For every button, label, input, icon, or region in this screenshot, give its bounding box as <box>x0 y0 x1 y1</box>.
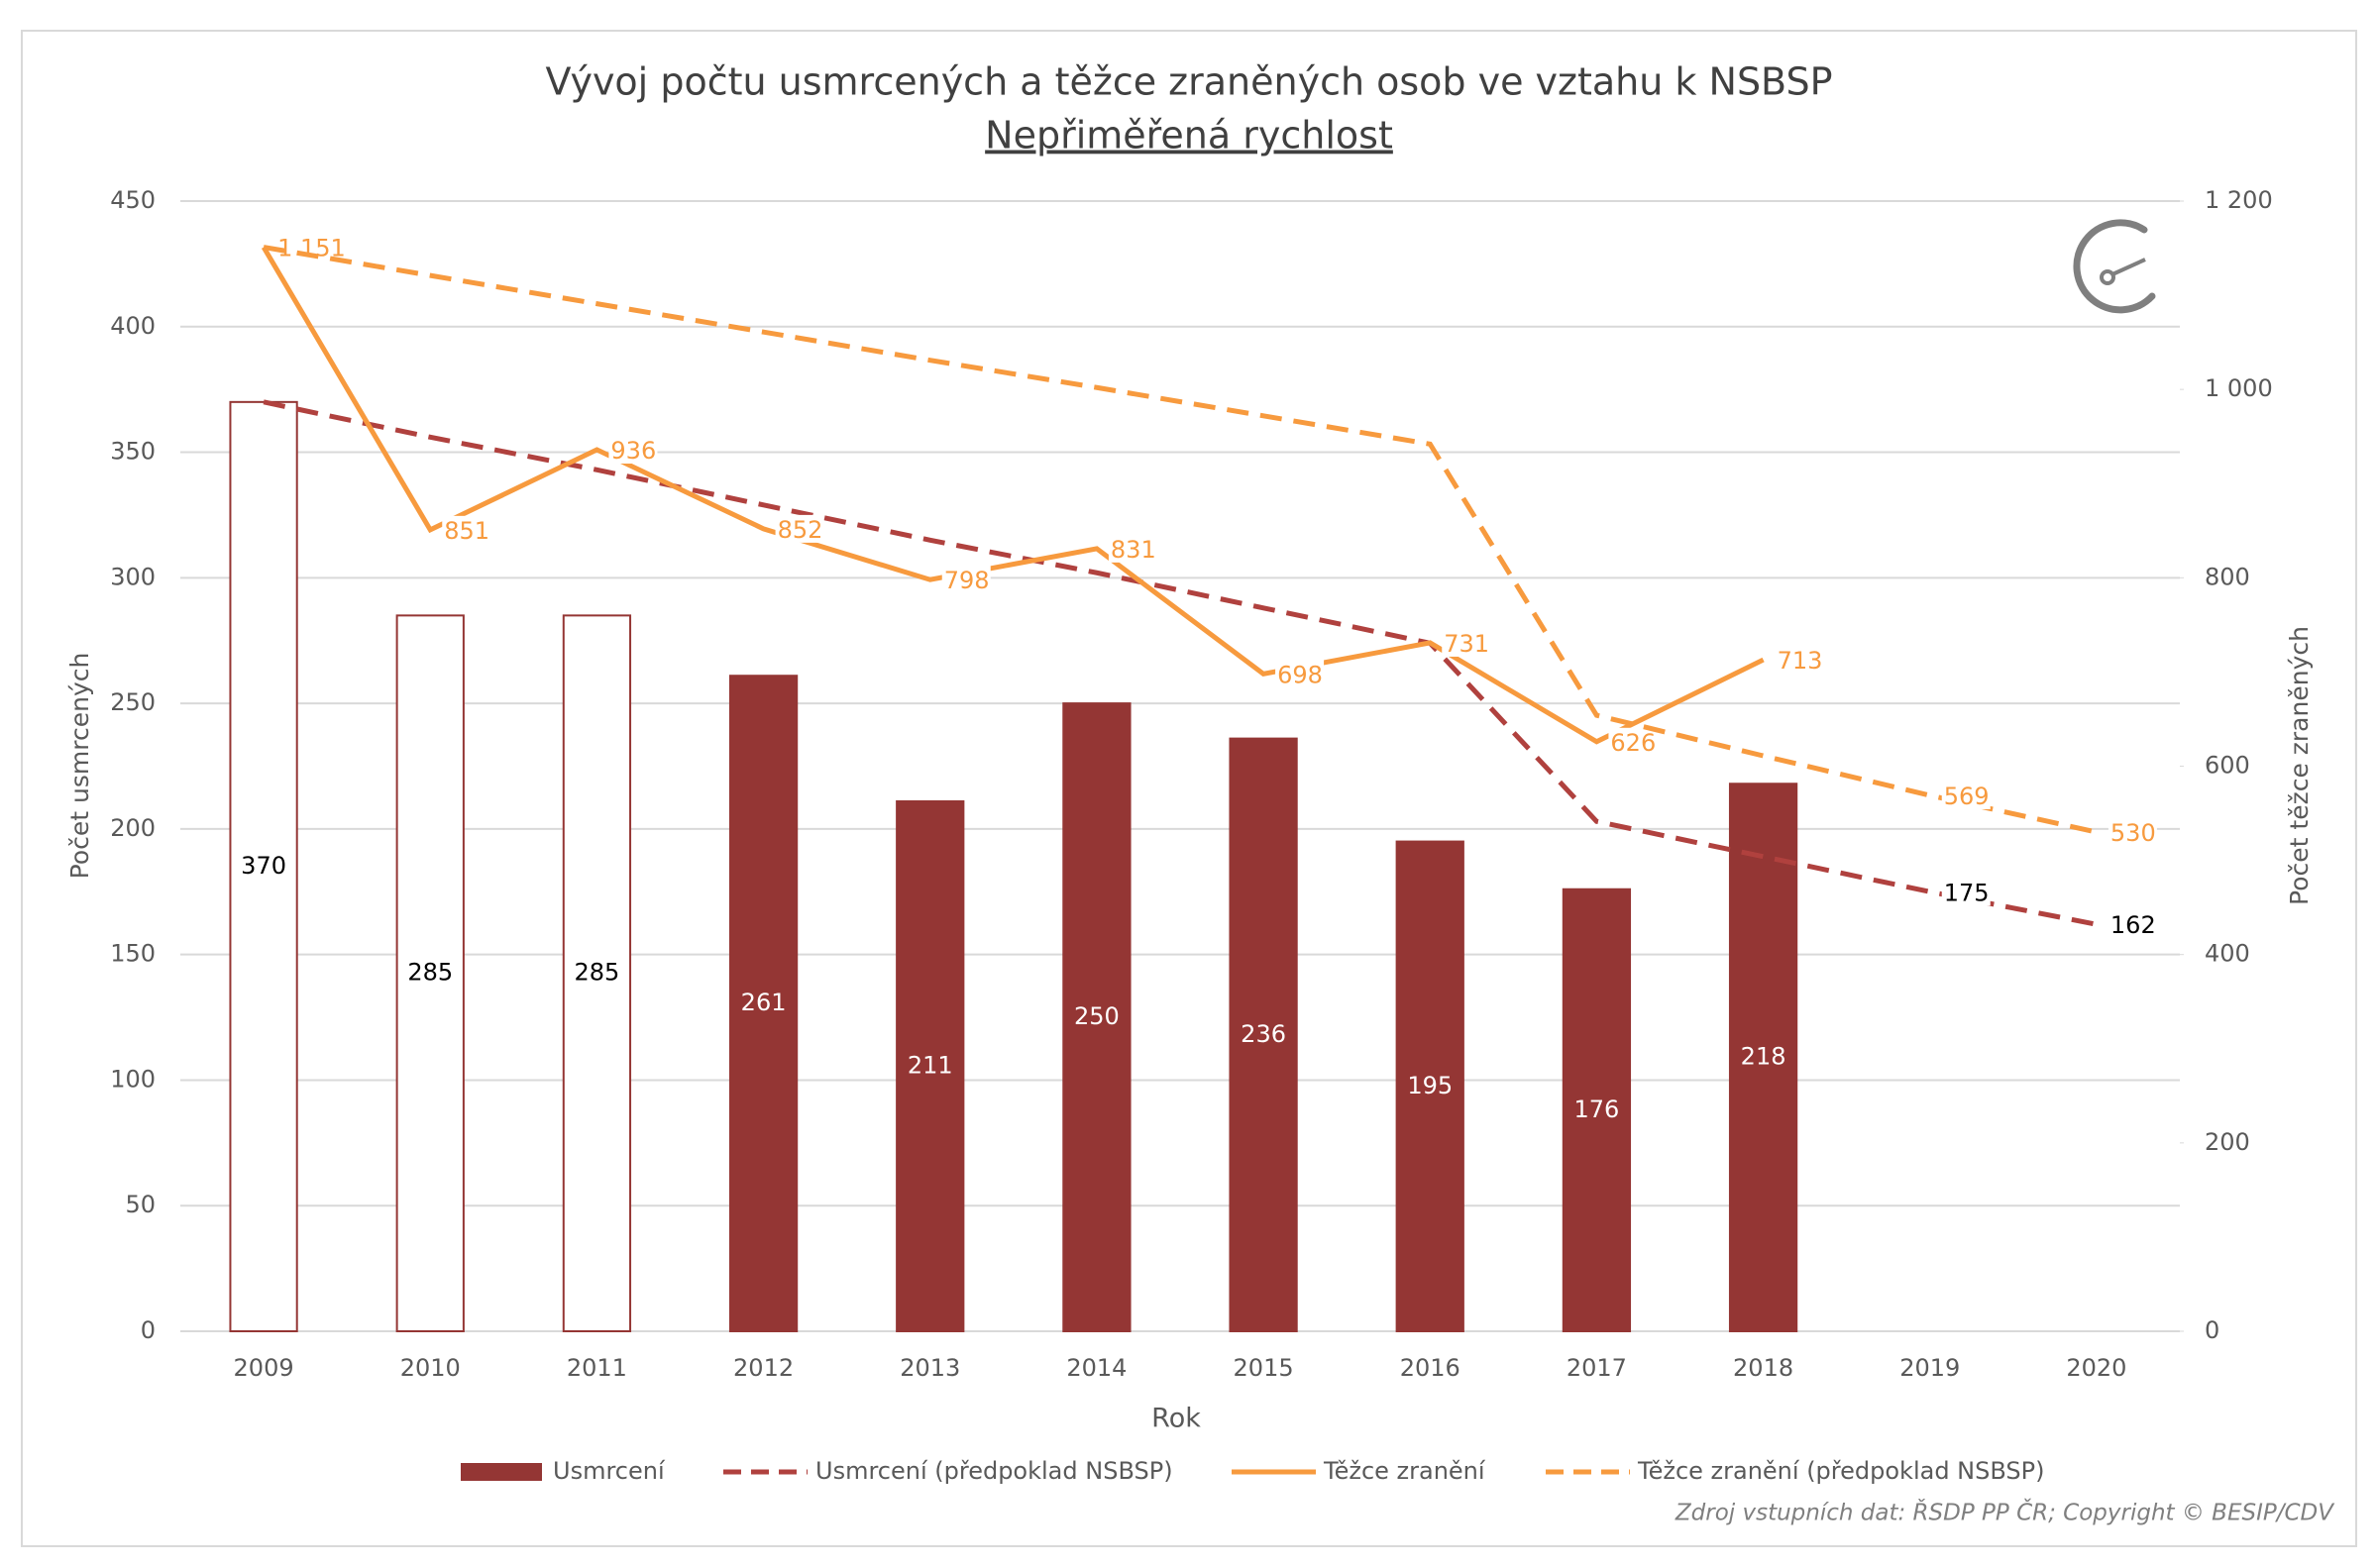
x-tick-label: 2017 <box>1567 1354 1627 1382</box>
line-value-label: 530 <box>2110 819 2156 847</box>
source-note: Zdroj vstupních dat: ŘSDP PP ČR; Copyrig… <box>1675 1499 2335 1526</box>
y2-tick-label: 200 <box>2205 1128 2250 1156</box>
bar-value-label: 261 <box>741 989 787 1016</box>
y2-tick-label: 1 000 <box>2205 374 2273 402</box>
label-bg <box>1941 781 1991 809</box>
legend-label: Těžce zranění (předpoklad NSBSP) <box>1637 1457 2044 1485</box>
x-tick-label: 2014 <box>1066 1354 1127 1382</box>
label-bg <box>1108 534 1157 563</box>
y-tick-label: 150 <box>110 940 156 968</box>
line-value-label: 852 <box>778 516 823 544</box>
legend-label: Usmrcení (předpoklad NSBSP) <box>815 1457 1173 1485</box>
line <box>263 245 2098 835</box>
label-bg <box>2108 910 2157 939</box>
x-tick-label: 2019 <box>1899 1354 1960 1382</box>
label-bg <box>1775 646 1824 675</box>
y2-axis-title: Počet těžce zraněných <box>2285 626 2314 905</box>
bar <box>1062 702 1132 1332</box>
bar-value-label: 370 <box>241 852 286 880</box>
y2-tick-label: 400 <box>2205 940 2250 968</box>
bar <box>1562 888 1632 1333</box>
bar-value-label: 285 <box>407 959 453 987</box>
line-value-label: 731 <box>1444 630 1489 658</box>
x-tick-label: 2009 <box>234 1354 294 1382</box>
line <box>261 246 1765 745</box>
legend-swatch <box>461 1463 542 1481</box>
x-tick-label: 2016 <box>1400 1354 1460 1382</box>
line-value-label: 162 <box>2110 911 2156 939</box>
y2-tick-label: 1 200 <box>2205 186 2273 214</box>
label-bg <box>2108 818 2157 847</box>
bar <box>1728 783 1798 1332</box>
x-tick-label: 2018 <box>1733 1354 1793 1382</box>
bar <box>728 675 799 1332</box>
bar-value-label: 176 <box>1574 1096 1620 1123</box>
y-tick-label: 200 <box>110 814 156 842</box>
bar-value-label: 211 <box>908 1051 953 1079</box>
line-value-label: 936 <box>610 437 656 465</box>
y2-tick-label: 0 <box>2205 1316 2219 1344</box>
label-bg <box>1608 727 1658 756</box>
y-tick-label: 50 <box>125 1191 156 1218</box>
line-value-label: 851 <box>444 517 489 545</box>
x-tick-label: 2011 <box>567 1354 627 1382</box>
y-tick-label: 300 <box>110 563 156 590</box>
bar-value-label: 236 <box>1241 1020 1286 1048</box>
legend-label: Těžce zranění <box>1323 1457 1486 1485</box>
line-value-label: 626 <box>1610 729 1656 757</box>
label-bg <box>1442 628 1491 657</box>
speed-icon <box>2073 219 2156 314</box>
line-value-label: 713 <box>1778 647 1823 675</box>
x-axis-title: Rok <box>1151 1404 1201 1434</box>
line-value-label: 698 <box>1277 661 1323 688</box>
bar <box>896 799 965 1332</box>
y-tick-label: 250 <box>110 688 156 716</box>
bar-value-label: 218 <box>1741 1043 1786 1071</box>
y-axis-title: Počet usmrcených <box>65 653 94 880</box>
bar-value-label: 250 <box>1074 1002 1120 1030</box>
y-tick-label: 100 <box>110 1065 156 1093</box>
y2-tick-label: 800 <box>2205 563 2250 590</box>
x-tick-label: 2010 <box>400 1354 461 1382</box>
legend-label: Usmrcení <box>553 1457 666 1485</box>
chart-title: Vývoj počtu usmrcených a těžce zraněných… <box>545 60 1832 104</box>
y2-tick-label: 600 <box>2205 752 2250 780</box>
y-tick-label: 350 <box>110 438 156 466</box>
line-value-label: 175 <box>1944 879 1990 906</box>
y-tick-label: 400 <box>110 312 156 340</box>
line-value-label: 831 <box>1111 536 1156 564</box>
x-tick-label: 2015 <box>1234 1354 1294 1382</box>
bar <box>562 614 632 1332</box>
line-value-label: 798 <box>944 567 990 594</box>
bar <box>1395 840 1464 1332</box>
x-tick-label: 2020 <box>2066 1354 2126 1382</box>
bar <box>1229 737 1298 1332</box>
bar-value-label: 285 <box>575 959 620 987</box>
chart-frame <box>21 30 2357 1547</box>
bar <box>395 614 465 1332</box>
x-tick-label: 2013 <box>900 1354 960 1382</box>
label-bg <box>608 436 658 465</box>
y-tick-label: 450 <box>110 186 156 214</box>
label-bg <box>1941 878 1991 906</box>
bar <box>229 400 298 1333</box>
bar-value-label: 195 <box>1407 1072 1453 1099</box>
label-bg <box>442 515 491 544</box>
label-bg <box>1275 660 1325 688</box>
label-bg <box>941 566 991 594</box>
label-bg <box>775 514 824 543</box>
line-value-label: 569 <box>1944 783 1990 810</box>
chart-subtitle: Nepřiměřená rychlost <box>985 114 1393 157</box>
y-tick-label: 0 <box>141 1316 156 1344</box>
x-tick-label: 2012 <box>733 1354 794 1382</box>
